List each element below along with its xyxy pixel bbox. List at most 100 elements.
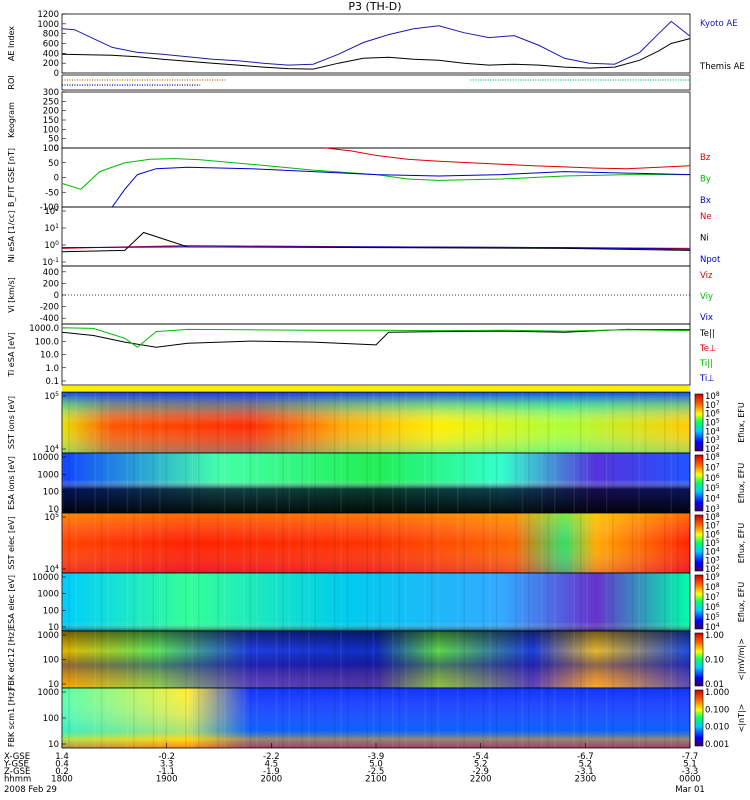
spectrogram-striation bbox=[152, 453, 155, 513]
x-tick-label: 5.1 bbox=[683, 760, 697, 770]
spectrogram-striation bbox=[547, 573, 550, 631]
spectrogram-striation bbox=[405, 513, 407, 573]
spectrogram-striation bbox=[515, 392, 517, 453]
spectrogram-striation bbox=[159, 631, 161, 688]
spectrogram-striation bbox=[482, 631, 485, 688]
spectrogram-striation bbox=[495, 453, 498, 513]
y-tick-label: 200 bbox=[43, 107, 59, 117]
x-tick-label: 0000 bbox=[679, 775, 701, 785]
y-tick-label: 10 bbox=[48, 623, 59, 633]
y-tick-label: 102 bbox=[44, 206, 59, 217]
y-tick-label: -50 bbox=[45, 188, 59, 198]
y-tick-label: 0 bbox=[54, 174, 59, 184]
colorbar-tick: 107 bbox=[705, 521, 720, 532]
spectrogram-striation bbox=[282, 392, 284, 453]
spectrogram-striation bbox=[191, 688, 193, 748]
colorbar bbox=[694, 689, 704, 747]
spectrogram-striation bbox=[586, 631, 588, 688]
spectrogram-striation bbox=[288, 392, 291, 453]
spectrogram-striation bbox=[392, 513, 394, 573]
spectrogram-striation bbox=[463, 513, 465, 573]
spectrogram-striation bbox=[521, 453, 524, 513]
x-tick-label: 2300 bbox=[575, 775, 597, 785]
spectrogram-striation bbox=[165, 453, 168, 513]
spectrogram-striation bbox=[282, 513, 284, 573]
panel-frame bbox=[61, 265, 691, 325]
spectrogram-striation bbox=[379, 688, 381, 748]
spectrogram-striation bbox=[573, 513, 575, 573]
spectrogram-striation bbox=[554, 688, 556, 748]
colorbar-label: <|mV/m|> bbox=[737, 638, 746, 681]
y-tick-label: 1000 bbox=[37, 631, 59, 641]
spectrogram-striation bbox=[223, 631, 226, 688]
spectrogram-striation bbox=[185, 573, 187, 631]
spectrogram-striation bbox=[547, 392, 550, 453]
spectrogram-striation bbox=[152, 513, 155, 573]
time-axis-footer: 1.40.40.21800-0.23.3-1.11900-2.24.5-1.92… bbox=[3, 743, 705, 795]
colorbar-tick: 1.000 bbox=[705, 688, 729, 698]
spectrogram-striation bbox=[223, 453, 226, 513]
colorbar-tick: 108 bbox=[705, 391, 720, 402]
y-axis-label: FBK edc12 [Hz] bbox=[7, 629, 16, 690]
y-axis-label: Vi [km/s] bbox=[7, 277, 16, 313]
spectrogram-striation bbox=[126, 392, 129, 453]
colorbar-tick: 0.010 bbox=[705, 723, 729, 733]
legend-entry: Viz bbox=[700, 271, 713, 281]
spectrogram-striation bbox=[249, 513, 252, 573]
spectrogram-striation bbox=[223, 573, 226, 631]
spectrogram-striation bbox=[340, 573, 342, 631]
y-tick-label: 1.0 bbox=[45, 364, 59, 374]
spectrogram-striation bbox=[282, 573, 284, 631]
y-tick-label: 300 bbox=[43, 88, 59, 98]
spectrogram-striation bbox=[346, 513, 349, 573]
spectrogram-striation bbox=[521, 688, 524, 748]
spectrogram-striation bbox=[314, 513, 316, 573]
panel-4: B_FIT GSE [nT] -100 -50 0 50 100 Bz By Bx bbox=[7, 144, 711, 213]
spectrogram-striation bbox=[275, 688, 278, 748]
spectrogram-striation bbox=[547, 453, 550, 513]
spectrogram-striation bbox=[275, 453, 278, 513]
spectrogram-striation bbox=[372, 631, 375, 688]
spectrogram-striation bbox=[74, 453, 77, 513]
y-tick-label: 1000.0 bbox=[29, 324, 59, 334]
spectrogram-striation bbox=[424, 453, 427, 513]
time-row-label: Y-GSE bbox=[3, 760, 29, 770]
spectrogram-striation bbox=[644, 453, 647, 513]
spectrogram-striation bbox=[573, 631, 575, 688]
spectrogram-striation bbox=[489, 631, 491, 688]
spectrogram-striation bbox=[139, 513, 142, 573]
spectrogram-striation bbox=[670, 631, 673, 688]
spectrogram-striation bbox=[249, 688, 252, 748]
x-tick-label: 5.2 bbox=[579, 760, 593, 770]
spectrogram-striation bbox=[308, 513, 310, 573]
spectrogram-striation bbox=[74, 688, 77, 748]
colorbar-tick: 103 bbox=[705, 435, 720, 446]
spectrogram-striation bbox=[333, 513, 336, 573]
y-tick-label: -400 bbox=[40, 314, 59, 324]
y-tick-label: 1000 bbox=[37, 590, 59, 600]
legend-entry: Kyoto AE bbox=[700, 19, 738, 29]
spectrogram-striation bbox=[463, 573, 465, 631]
spectrogram-striation bbox=[612, 392, 614, 453]
x-tick-label: 4.5 bbox=[265, 760, 279, 770]
spectrogram-striation bbox=[456, 513, 459, 573]
spectrogram-striation bbox=[107, 631, 109, 688]
x-tick-label: 1800 bbox=[51, 775, 73, 785]
spectrogram-striation bbox=[495, 688, 498, 748]
spectrogram-striation bbox=[379, 573, 381, 631]
spectrogram-striation bbox=[275, 513, 278, 573]
spectrogram-striation bbox=[456, 688, 459, 748]
spectrogram-striation bbox=[256, 453, 258, 513]
colorbar-label: Eflux, EFU bbox=[737, 463, 746, 504]
y-tick-label: 10 bbox=[48, 505, 59, 515]
spectrogram-striation bbox=[579, 573, 582, 631]
spectrogram-striation bbox=[185, 453, 187, 513]
colorbar-tick: 105 bbox=[705, 418, 720, 429]
spectrogram-striation bbox=[379, 513, 381, 573]
spectrogram-striation bbox=[405, 631, 407, 688]
y-tick-label: 0 bbox=[54, 69, 59, 79]
spectrogram-striation bbox=[62, 513, 64, 573]
spectrogram-striation bbox=[495, 392, 498, 453]
y-tick-label: 1200 bbox=[37, 10, 59, 20]
spectrogram-striation bbox=[133, 573, 135, 631]
